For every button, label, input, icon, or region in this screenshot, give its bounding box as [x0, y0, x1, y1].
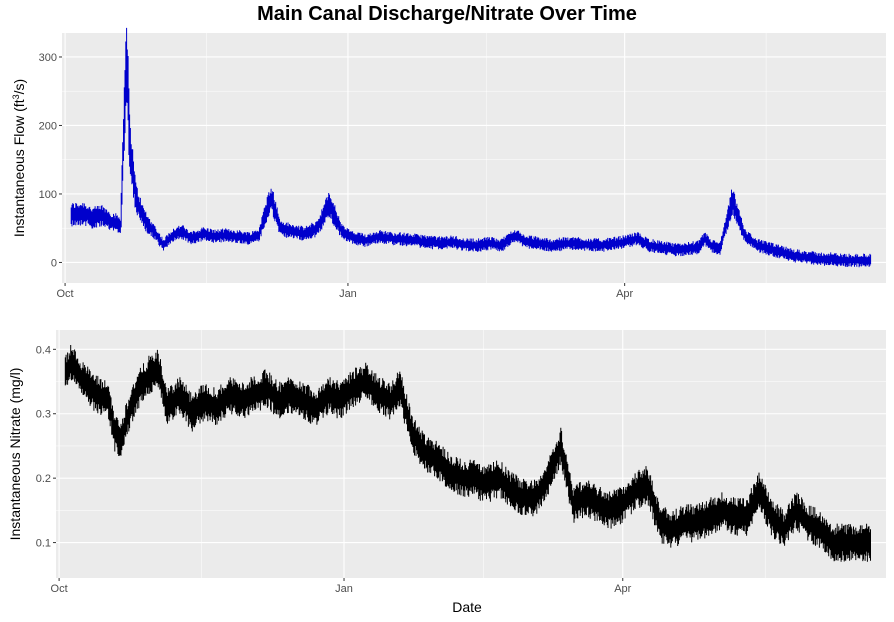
- nitrate-x-axis-title: Date: [452, 599, 482, 615]
- x-tick-label: Jan: [335, 583, 353, 595]
- nitrate-series-line: [64, 345, 871, 562]
- nitrate-panel: 0.1 0.2 0.3 0.4 Oct Jan Apr Instantaneous Nit…: [7, 330, 886, 615]
- x-tick-label: Apr: [614, 583, 631, 595]
- flow-panel: 0 100 200 300 Oct Jan Apr Instantaneous Flow …: [11, 27, 886, 300]
- y-tick-label: 0.1: [36, 538, 51, 550]
- x-tick-label: Jan: [339, 288, 357, 300]
- nitrate-y-axis-title: Instantaneous Nitrate (mg/l): [7, 368, 23, 541]
- chart-title: Main Canal Discharge/Nitrate Over Time: [257, 3, 637, 25]
- x-tick-label: Apr: [616, 288, 633, 300]
- y-tick-label: 0.3: [36, 409, 51, 421]
- flow-x-ticks: Oct Jan Apr: [57, 283, 634, 300]
- nitrate-x-ticks: Oct Jan Apr: [51, 578, 632, 595]
- flow-series-line: [70, 27, 872, 268]
- flow-y-axis-title-main: Instantaneous Flow (ft: [11, 99, 27, 237]
- y-tick-label: 0.4: [36, 344, 51, 356]
- flow-y-axis-title: Instantaneous Flow (ft3/s): [11, 79, 27, 237]
- x-tick-label: Oct: [51, 583, 68, 595]
- y-tick-label: 0: [51, 257, 57, 269]
- y-tick-label: 0.2: [36, 473, 51, 485]
- flow-y-axis-title-sup: 3: [11, 94, 21, 99]
- flow-y-axis-title-end: /s): [11, 79, 27, 95]
- y-tick-label: 100: [39, 189, 57, 201]
- x-tick-label: Oct: [57, 288, 74, 300]
- y-tick-label: 300: [39, 52, 57, 64]
- flow-y-ticks: 0 100 200 300: [39, 52, 62, 269]
- nitrate-panel-background: [56, 330, 886, 578]
- nitrate-y-ticks: 0.1 0.2 0.3 0.4: [36, 344, 56, 550]
- y-tick-label: 200: [39, 120, 57, 132]
